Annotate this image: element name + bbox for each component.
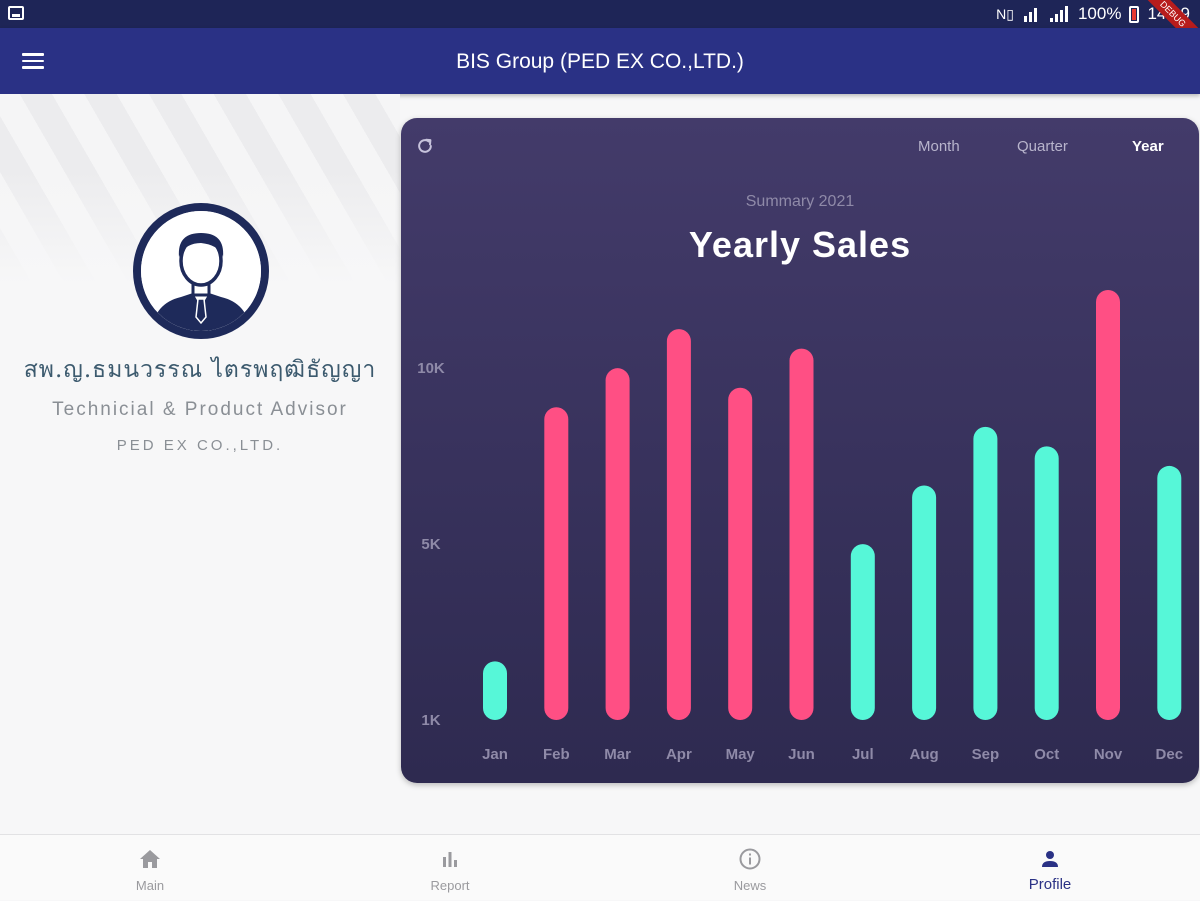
person-avatar-icon — [141, 211, 261, 331]
nav-item-report[interactable]: Report — [300, 835, 600, 901]
bar-jul[interactable] — [850, 544, 875, 720]
bar-oct[interactable] — [1034, 446, 1059, 720]
bar-apr[interactable] — [666, 329, 691, 720]
x-tick-label: Dec — [1156, 746, 1184, 763]
bar-jan[interactable] — [483, 661, 507, 720]
bar-may[interactable] — [728, 387, 753, 720]
bar-feb[interactable] — [544, 407, 569, 720]
info-icon — [739, 848, 761, 870]
sales-chart-card: Month Quarter Year Summary 2021 Yearly S… — [401, 118, 1199, 783]
cell-signal-icon — [1049, 6, 1070, 22]
tab-quarter[interactable]: Quarter — [1017, 138, 1068, 155]
x-tick-label: Oct — [1034, 746, 1059, 763]
nav-label-main: Main — [135, 878, 165, 893]
avatar — [133, 203, 269, 339]
x-tick-label: Nov — [1094, 746, 1123, 763]
x-tick-label: Apr — [666, 746, 692, 763]
nav-label-profile: Profile — [1028, 876, 1072, 893]
status-bar: N▯ 100% 14:09 DEBUG — [0, 0, 1200, 59]
profile-company: PED EX CO.,LTD. — [116, 437, 284, 454]
y-tick-label: 5K — [421, 536, 440, 553]
bar-aug[interactable] — [912, 485, 937, 720]
x-tick-label: Mar — [604, 746, 631, 763]
nav-label-report: Report — [430, 878, 470, 893]
nav-item-news[interactable]: News — [600, 835, 900, 901]
home-icon — [140, 850, 160, 868]
bar-sep[interactable] — [973, 426, 998, 720]
tab-year[interactable]: Year — [1132, 138, 1164, 155]
bar-mar[interactable] — [605, 368, 630, 720]
x-tick-label: Jul — [852, 746, 874, 763]
x-tick-label: Feb — [543, 746, 570, 763]
x-tick-label: May — [726, 746, 756, 763]
profile-name: สพ.ญ.ธมนวรรณ ไตรพฤฒิธัญญา — [23, 357, 377, 383]
chart-subtitle: Summary 2021 — [745, 193, 855, 210]
x-tick-label: Jun — [788, 746, 815, 763]
menu-icon[interactable] — [22, 53, 44, 69]
bar-chart-icon — [443, 852, 457, 867]
bar-jun[interactable] — [789, 348, 814, 720]
x-tick-label: Sep — [972, 746, 1000, 763]
tab-month[interactable]: Month — [918, 138, 960, 155]
app-bar: BIS Group (PED EX CO.,LTD.) — [0, 28, 1200, 94]
refresh-icon[interactable] — [415, 136, 435, 156]
y-tick-label: 1K — [421, 712, 440, 729]
person-icon — [1042, 851, 1058, 867]
nav-item-main[interactable]: Main — [0, 835, 300, 901]
battery-icon — [1129, 5, 1140, 23]
app-title: BIS Group (PED EX CO.,LTD.) — [456, 50, 744, 73]
bottom-navigation: Main Report News Profile — [0, 834, 1200, 900]
bar-nov[interactable] — [1096, 290, 1120, 720]
profile-role: Technicial & Product Advisor — [52, 399, 348, 420]
x-tick-label: Jan — [482, 746, 508, 763]
y-tick-label: 10K — [417, 360, 445, 377]
x-tick-label: Aug — [910, 746, 939, 763]
nfc-icon: N▯ — [996, 5, 1014, 22]
bar-chart: 1K 5K 10K Jan Feb Mar Apr May Jun Jul Aug Sep Oct Nov… — [417, 290, 1184, 763]
nav-label-news: News — [733, 878, 767, 893]
battery-percent: 100% — [1077, 4, 1122, 23]
bar-dec[interactable] — [1157, 465, 1182, 720]
screenshot-notification-icon — [8, 6, 24, 20]
wifi-icon — [1022, 6, 1042, 22]
chart-title: Yearly Sales — [688, 224, 912, 265]
nav-item-profile[interactable]: Profile — [900, 835, 1200, 901]
